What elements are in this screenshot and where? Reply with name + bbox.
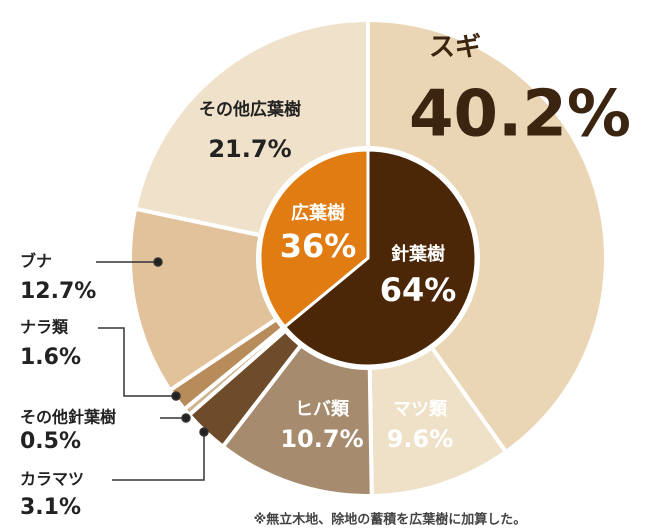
value-label: 40.2% [409, 78, 631, 152]
value-label: 36% [280, 227, 357, 265]
leader-dot [182, 414, 190, 422]
value-label: 0.5% [20, 429, 81, 454]
category-label: ヒバ類 [295, 399, 350, 420]
value-label: 9.6% [387, 425, 454, 453]
category-label: マツ類 [393, 399, 448, 420]
value-label: 64% [380, 271, 457, 309]
leader-line [112, 432, 204, 480]
leader-dot [154, 258, 162, 266]
category-label: スギ [429, 33, 481, 63]
chart: ※無立木地、除地の蓄積を広葉樹に加算した。 スギ 40.2% マツ類 9.6% ヒバ類 1… [0, 0, 662, 532]
category-label: その他針葉樹 [20, 408, 116, 427]
value-label: 3.1% [20, 495, 81, 520]
value-label: 1.6% [20, 345, 81, 370]
value-label: 10.7% [280, 425, 363, 453]
category-label: カラマツ [20, 470, 84, 489]
category-label: ナラ類 [20, 318, 69, 337]
category-label: 針葉樹 [391, 243, 445, 265]
category-label: ブナ [20, 252, 52, 271]
footnote: ※無立木地、除地の蓄積を広葉樹に加算した。 [254, 512, 527, 528]
value-label: 21.7% [208, 135, 291, 163]
value-label: 12.7% [20, 279, 96, 304]
leader-dot [172, 392, 180, 400]
category-label: その他広葉樹 [199, 99, 301, 120]
category-label: 広葉樹 [291, 202, 345, 224]
leader-dot [200, 428, 208, 436]
